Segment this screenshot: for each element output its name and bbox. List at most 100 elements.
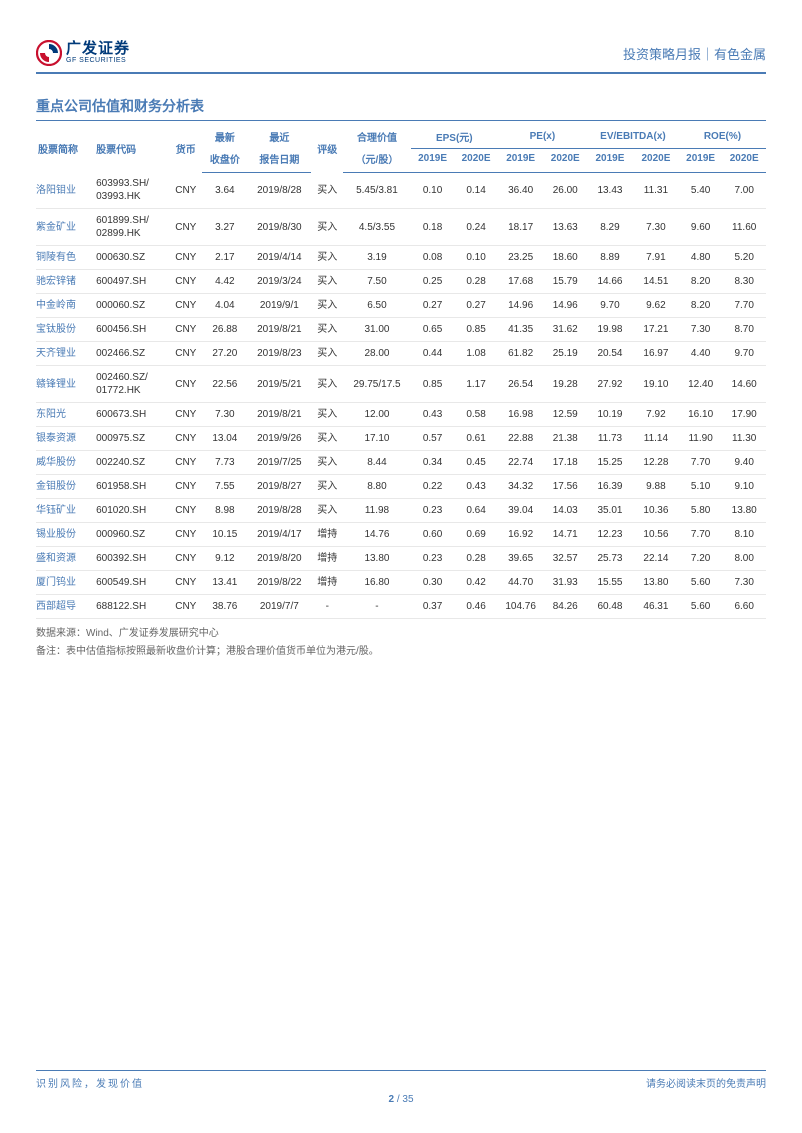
header-report-type: 投资策略月报｜有色金属 [623, 44, 766, 63]
table-cell: 11.31 [633, 172, 679, 209]
table-cell: 2019/8/21 [247, 403, 311, 427]
footer-disclaimer: 请务必阅读末页的免责声明 [646, 1075, 766, 1090]
table-cell: 0.34 [411, 451, 454, 475]
table-cell: 0.65 [411, 318, 454, 342]
table-cell: 14.66 [587, 270, 633, 294]
table-cell: 35.01 [587, 499, 633, 523]
table-cell: 12.59 [544, 403, 587, 427]
table-cell: 14.51 [633, 270, 679, 294]
table-cell: 39.04 [498, 499, 544, 523]
table-cell: 5.40 [679, 172, 722, 209]
table-cell: 11.14 [633, 427, 679, 451]
table-cell: 16.80 [343, 571, 411, 595]
col-date-bot: 报告日期 [247, 149, 311, 173]
table-cell: 增持 [311, 547, 343, 571]
table-cell: 25.19 [544, 342, 587, 366]
table-cell: 18.17 [498, 209, 544, 246]
table-cell: 14.60 [722, 366, 766, 403]
table-cell: 盛和资源 [36, 547, 94, 571]
table-cell: 0.46 [454, 595, 497, 619]
table-cell: 0.30 [411, 571, 454, 595]
table-cell: 华钰矿业 [36, 499, 94, 523]
table-cell: 0.24 [454, 209, 497, 246]
table-cell: 威华股份 [36, 451, 94, 475]
table-cell: CNY [169, 318, 202, 342]
table-cell: 2019/8/22 [247, 571, 311, 595]
table-cell: 2019/5/21 [247, 366, 311, 403]
table-cell: 19.10 [633, 366, 679, 403]
table-cell: 中金岭南 [36, 294, 94, 318]
table-cell: 16.92 [498, 523, 544, 547]
table-cell: 44.70 [498, 571, 544, 595]
table-cell: 7.70 [679, 523, 722, 547]
table-cell: 23.25 [498, 246, 544, 270]
table-cell: 31.93 [544, 571, 587, 595]
col-roe20: 2020E [722, 149, 766, 173]
col-eps19: 2019E [411, 149, 454, 173]
table-cell: 3.19 [343, 246, 411, 270]
table-cell: 0.27 [454, 294, 497, 318]
table-cell: 13.80 [343, 547, 411, 571]
table-cell: CNY [169, 246, 202, 270]
table-cell: 0.64 [454, 499, 497, 523]
table-row: 洛阳钼业603993.SH/ 03993.HKCNY3.642019/8/28买… [36, 172, 766, 209]
table-cell: 14.96 [544, 294, 587, 318]
table-cell: 8.70 [722, 318, 766, 342]
table-cell: 7.00 [722, 172, 766, 209]
table-cell: 金钼股份 [36, 475, 94, 499]
table-cell: 13.04 [202, 427, 247, 451]
table-cell: 0.10 [454, 246, 497, 270]
table-cell: CNY [169, 427, 202, 451]
table-cell: 3.27 [202, 209, 247, 246]
gf-logo-icon [36, 40, 62, 66]
table-cell: 12.23 [587, 523, 633, 547]
table-cell: 9.62 [633, 294, 679, 318]
table-cell: 2.17 [202, 246, 247, 270]
table-cell: 22.56 [202, 366, 247, 403]
table-cell: 0.23 [411, 547, 454, 571]
table-cell: 12.00 [343, 403, 411, 427]
table-cell: 8.29 [587, 209, 633, 246]
table-cell: 14.96 [498, 294, 544, 318]
table-cell: 买入 [311, 172, 343, 209]
table-cell: 19.98 [587, 318, 633, 342]
table-cell: 0.85 [411, 366, 454, 403]
table-cell: 13.63 [544, 209, 587, 246]
table-cell: 46.31 [633, 595, 679, 619]
col-date-top: 最近 [247, 121, 311, 149]
table-cell: 0.28 [454, 270, 497, 294]
table-cell: 4.5/3.55 [343, 209, 411, 246]
table-row: 宝钛股份600456.SHCNY26.882019/8/21买入31.000.6… [36, 318, 766, 342]
table-cell: 1.17 [454, 366, 497, 403]
table-cell: 8.10 [722, 523, 766, 547]
table-row: 盛和资源600392.SHCNY9.122019/8/20增持13.800.23… [36, 547, 766, 571]
table-cell: 0.85 [454, 318, 497, 342]
table-cell: 10.36 [633, 499, 679, 523]
table-cell: 买入 [311, 318, 343, 342]
table-cell: 7.20 [679, 547, 722, 571]
table-cell: 8.20 [679, 294, 722, 318]
table-cell: 7.50 [343, 270, 411, 294]
table-cell: 601958.SH [94, 475, 169, 499]
table-cell: 5.80 [679, 499, 722, 523]
table-cell: 7.70 [679, 451, 722, 475]
table-cell: 15.79 [544, 270, 587, 294]
table-cell: 4.42 [202, 270, 247, 294]
table-cell: 16.10 [679, 403, 722, 427]
table-cell: 买入 [311, 342, 343, 366]
table-cell: 15.25 [587, 451, 633, 475]
table-cell: 买入 [311, 451, 343, 475]
table-cell: - [343, 595, 411, 619]
table-cell: 17.21 [633, 318, 679, 342]
table-cell: 34.32 [498, 475, 544, 499]
table-cell: CNY [169, 523, 202, 547]
table-cell: CNY [169, 270, 202, 294]
table-cell: 锡业股份 [36, 523, 94, 547]
table-cell: CNY [169, 172, 202, 209]
table-row: 紫金矿业601899.SH/ 02899.HKCNY3.272019/8/30买… [36, 209, 766, 246]
table-cell: 6.60 [722, 595, 766, 619]
note-source: 数据来源：Wind、广发证券发展研究中心 [36, 625, 766, 643]
table-cell: 20.54 [587, 342, 633, 366]
col-name: 股票简称 [36, 121, 94, 172]
table-cell: - [311, 595, 343, 619]
